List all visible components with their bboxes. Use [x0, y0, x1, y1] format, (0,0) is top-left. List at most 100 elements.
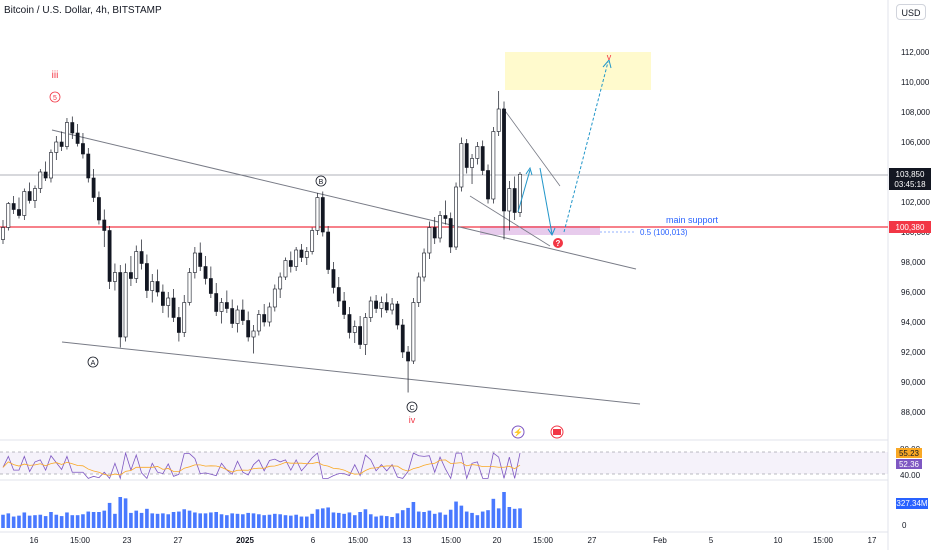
candle-body [384, 302, 389, 311]
lightning-event-icon[interactable] [511, 425, 525, 439]
candle-body [331, 269, 336, 288]
volume-bar [310, 513, 314, 528]
candle-body [150, 281, 155, 291]
volume-bar [368, 514, 373, 528]
candle-body [459, 143, 464, 188]
volume-bar [86, 511, 91, 528]
rsi-value-a: 55.23 [899, 449, 920, 458]
price-tick-label: 88,000 [901, 408, 926, 417]
volume-bar [193, 512, 197, 528]
candle-body [288, 260, 293, 267]
time-tick-label: 27 [588, 536, 597, 545]
candle-body [422, 252, 426, 278]
volume-bar [342, 513, 346, 528]
candle-body [443, 215, 448, 219]
volume-bar [480, 511, 485, 528]
candle-body [299, 249, 304, 258]
candle-body [352, 326, 357, 333]
candle-body [374, 300, 378, 309]
volume-bar [107, 502, 112, 528]
volume-bar [374, 516, 378, 528]
volume-bar [363, 509, 368, 528]
candle-body [27, 191, 32, 201]
candle-body [310, 230, 315, 252]
volume-bar [54, 514, 59, 528]
candle-body [123, 272, 128, 338]
us-flag-glyph [553, 429, 561, 435]
candle-body [438, 215, 442, 239]
candle-body [486, 170, 490, 200]
time-axis[interactable]: 16 15:00 23 27 2025 6 15:00 13 15:00 20 15:00 27 Feb… [30, 536, 877, 545]
candle-body [320, 197, 325, 233]
time-tick-label: 20 [493, 536, 502, 545]
candle-body [326, 231, 331, 270]
candle-body [272, 288, 277, 308]
rsi-value-b-tag [896, 459, 922, 469]
wave-5-label: 5 [53, 95, 57, 102]
triangle-lower [469, 195, 551, 247]
countdown-label: 03:45:18 [894, 180, 926, 189]
volume-bar [219, 514, 224, 528]
candle-body [347, 314, 352, 333]
question-marker-glyph: ? [556, 239, 561, 248]
volume-value: 327.34M [896, 499, 927, 508]
candle-body [134, 251, 139, 279]
candle-body [512, 188, 517, 213]
price-tick-label: 98,000 [901, 258, 926, 267]
candle-body [454, 186, 458, 248]
volume-bar [464, 511, 469, 528]
arrow-up-large [563, 61, 609, 233]
candle-body [33, 188, 37, 201]
wave-A-circle [87, 356, 99, 368]
triangle-upper [502, 107, 561, 187]
volume-bar [294, 514, 298, 528]
volume-bar [43, 516, 48, 528]
volume-bar [320, 508, 325, 528]
target-zone [505, 52, 651, 90]
candle-body [395, 303, 400, 326]
volume-bar [230, 513, 234, 528]
price-tick-label: 108,000 [901, 108, 930, 117]
volume-bar [129, 512, 133, 528]
volume-bar [278, 514, 282, 528]
volume-bar [352, 515, 357, 528]
volume-bar [427, 510, 432, 528]
price-tick-label: 96,000 [901, 288, 926, 297]
volume-bar [262, 515, 266, 528]
candle-body [470, 158, 474, 168]
main-support-label: main support [666, 215, 719, 225]
volume-bar [97, 512, 101, 528]
volume-bar [336, 512, 341, 528]
price-tick-label: 110,000 [901, 78, 930, 87]
rsi-ma-line [2, 459, 521, 476]
time-tick-label: 16 [30, 536, 39, 545]
candle-body [49, 152, 53, 179]
wave-iii-label: iii [52, 70, 59, 81]
wave-v-label: v [607, 52, 612, 62]
candle-body [304, 251, 309, 258]
time-tick-label: 13 [403, 536, 412, 545]
question-marker-icon[interactable] [553, 238, 563, 248]
volume-bar [502, 492, 506, 528]
candle-body [518, 173, 522, 213]
candle-body [107, 230, 112, 282]
candle-body [240, 309, 245, 321]
currency-button[interactable]: USD [896, 4, 926, 20]
candle-body [81, 143, 85, 155]
volume-bar [273, 513, 277, 528]
candle-body [368, 300, 373, 318]
projection-arrows [517, 58, 612, 237]
volume-bar [422, 512, 426, 528]
volume-bar [454, 501, 458, 528]
candle-body [379, 302, 384, 309]
price-tick-label: 92,000 [901, 348, 926, 357]
volume-bar [315, 509, 320, 528]
time-tick-label: 6 [311, 536, 316, 545]
current-price-tag [889, 168, 931, 190]
candle-body [507, 188, 512, 212]
candle-body [475, 146, 480, 159]
time-tick-label: 2025 [236, 536, 254, 545]
volume-bar [512, 508, 517, 528]
volume-bar [209, 512, 213, 528]
